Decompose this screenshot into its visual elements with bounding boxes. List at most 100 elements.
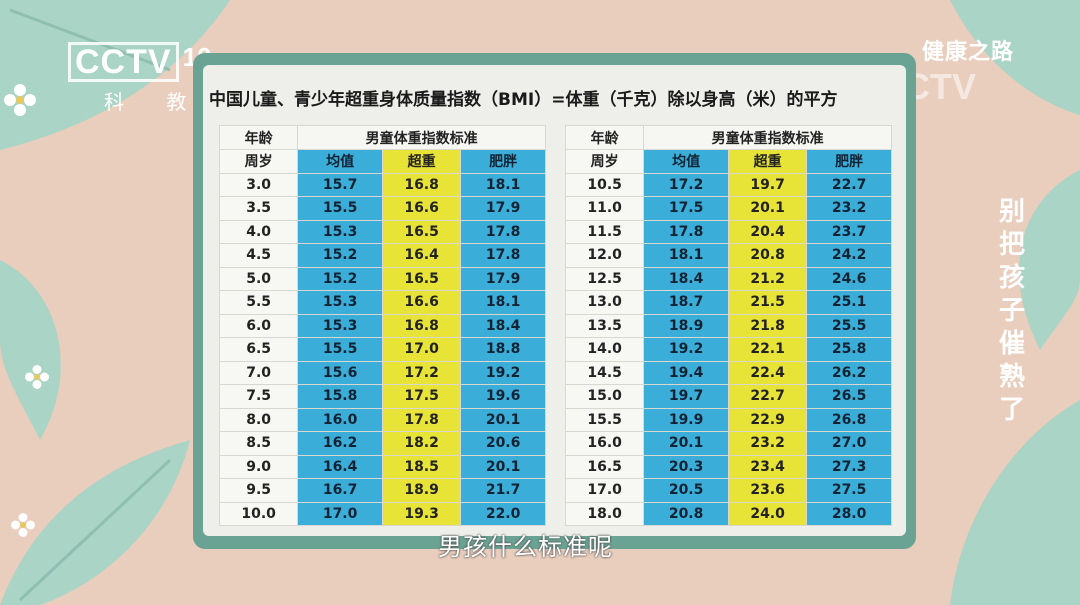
obese-cell: 24.2 — [806, 243, 892, 268]
table-row: 8.5 16.2 18.2 20.6 — [218, 431, 546, 456]
age-header: 年龄 — [218, 125, 299, 150]
overweight-cell: 17.2 — [381, 360, 462, 385]
mean-cell: 16.0 — [297, 407, 383, 432]
obese-cell: 21.7 — [460, 478, 546, 503]
obese-cell: 20.6 — [460, 431, 546, 456]
side-caption-char: 把 — [998, 230, 1025, 260]
table-row: 5.5 15.3 16.6 18.1 — [218, 290, 546, 315]
mean-cell: 18.7 — [643, 290, 729, 315]
table-row: 3.5 15.5 16.6 17.9 — [218, 196, 546, 221]
side-caption-char: 别 — [998, 197, 1025, 227]
mean-cell: 15.3 — [297, 290, 383, 315]
column-header: 肥胖 — [806, 149, 892, 174]
overweight-cell: 17.5 — [381, 384, 462, 409]
overweight-cell: 18.9 — [381, 478, 462, 503]
column-header: 均值 — [643, 149, 729, 174]
mean-cell: 15.5 — [297, 337, 383, 362]
obese-cell: 17.9 — [460, 196, 546, 221]
table-row: 14.0 19.2 22.1 25.8 — [564, 337, 892, 362]
age-cell: 11.0 — [564, 196, 645, 221]
table-row: 16.5 20.3 23.4 27.3 — [564, 454, 892, 479]
bmi-table-left: 年龄 男童体重指数标准 周岁 均值 超重 肥胖 3.0 15.7 16.8 18.1 3.5 15.5… — [218, 125, 546, 526]
leaf-decoration-left — [0, 260, 61, 440]
column-header: 超重 — [381, 149, 462, 174]
obese-cell: 17.9 — [460, 266, 546, 291]
side-caption-char: 孩 — [998, 263, 1025, 293]
flower-decoration — [11, 513, 35, 537]
table-row: 10.5 17.2 19.7 22.7 — [564, 172, 892, 197]
age-cell: 3.5 — [218, 196, 299, 221]
age-cell: 17.0 — [564, 478, 645, 503]
slide-panel: 中国儿童、青少年超重身体质量指数（BMI）=体重（千克）除以身高（米）的平方 年… — [203, 65, 906, 536]
mean-cell: 15.7 — [297, 172, 383, 197]
mean-cell: 15.6 — [297, 360, 383, 385]
age-cell: 4.0 — [218, 219, 299, 244]
column-header: 周岁 — [564, 149, 645, 174]
group-header: 男童体重指数标准 — [643, 125, 892, 150]
obese-cell: 25.1 — [806, 290, 892, 315]
obese-cell: 26.2 — [806, 360, 892, 385]
age-cell: 10.0 — [218, 501, 299, 526]
obese-cell: 23.2 — [806, 196, 892, 221]
overweight-cell: 23.2 — [727, 431, 808, 456]
mean-cell: 17.2 — [643, 172, 729, 197]
mean-cell: 20.3 — [643, 454, 729, 479]
obese-cell: 17.8 — [460, 243, 546, 268]
overweight-cell: 17.0 — [381, 337, 462, 362]
mean-cell: 17.8 — [643, 219, 729, 244]
table-row: 4.0 15.3 16.5 17.8 — [218, 219, 546, 244]
age-cell: 13.5 — [564, 313, 645, 338]
overweight-cell: 16.6 — [381, 290, 462, 315]
age-cell: 7.0 — [218, 360, 299, 385]
column-header: 肥胖 — [460, 149, 546, 174]
overweight-cell: 21.2 — [727, 266, 808, 291]
mean-cell: 17.0 — [297, 501, 383, 526]
table-row: 12.5 18.4 21.2 24.6 — [564, 266, 892, 291]
overweight-cell: 21.8 — [727, 313, 808, 338]
table-row: 6.5 15.5 17.0 18.8 — [218, 337, 546, 362]
mean-cell: 19.7 — [643, 384, 729, 409]
mean-cell: 20.1 — [643, 431, 729, 456]
leaf-decoration-top-right — [950, 0, 1080, 115]
table-row: 15.5 19.9 22.9 26.8 — [564, 407, 892, 432]
obese-cell: 22.7 — [806, 172, 892, 197]
obese-cell: 18.1 — [460, 172, 546, 197]
overweight-cell: 16.5 — [381, 219, 462, 244]
table-column-header-row: 周岁 均值 超重 肥胖 — [564, 149, 892, 174]
obese-cell: 28.0 — [806, 501, 892, 526]
overweight-cell: 22.1 — [727, 337, 808, 362]
table-row: 10.0 17.0 19.3 22.0 — [218, 501, 546, 526]
table-row: 7.0 15.6 17.2 19.2 — [218, 360, 546, 385]
table-header-row: 年龄 男童体重指数标准 — [218, 125, 546, 150]
obese-cell: 27.0 — [806, 431, 892, 456]
obese-cell: 27.5 — [806, 478, 892, 503]
mean-cell: 15.5 — [297, 196, 383, 221]
table-row: 6.0 15.3 16.8 18.4 — [218, 313, 546, 338]
mean-cell: 18.4 — [643, 266, 729, 291]
age-cell: 14.0 — [564, 337, 645, 362]
table-row: 7.5 15.8 17.5 19.6 — [218, 384, 546, 409]
table-row: 14.5 19.4 22.4 26.2 — [564, 360, 892, 385]
age-cell: 8.5 — [218, 431, 299, 456]
age-cell: 9.0 — [218, 454, 299, 479]
age-cell: 16.5 — [564, 454, 645, 479]
group-header: 男童体重指数标准 — [297, 125, 546, 150]
age-cell: 4.5 — [218, 243, 299, 268]
table-row: 8.0 16.0 17.8 20.1 — [218, 407, 546, 432]
table-row: 17.0 20.5 23.6 27.5 — [564, 478, 892, 503]
mean-cell: 19.9 — [643, 407, 729, 432]
channel-name: 科 教 — [104, 90, 205, 114]
mean-cell: 15.3 — [297, 219, 383, 244]
obese-cell: 23.7 — [806, 219, 892, 244]
side-caption-char: 熟 — [998, 362, 1025, 392]
age-cell: 10.5 — [564, 172, 645, 197]
age-cell: 5.0 — [218, 266, 299, 291]
leaf-decoration-right — [1019, 170, 1080, 350]
obese-cell: 18.4 — [460, 313, 546, 338]
obese-cell: 25.8 — [806, 337, 892, 362]
overweight-cell: 19.3 — [381, 501, 462, 526]
obese-cell: 20.1 — [460, 407, 546, 432]
table-row: 9.5 16.7 18.9 21.7 — [218, 478, 546, 503]
obese-cell: 20.1 — [460, 454, 546, 479]
column-header: 均值 — [297, 149, 383, 174]
